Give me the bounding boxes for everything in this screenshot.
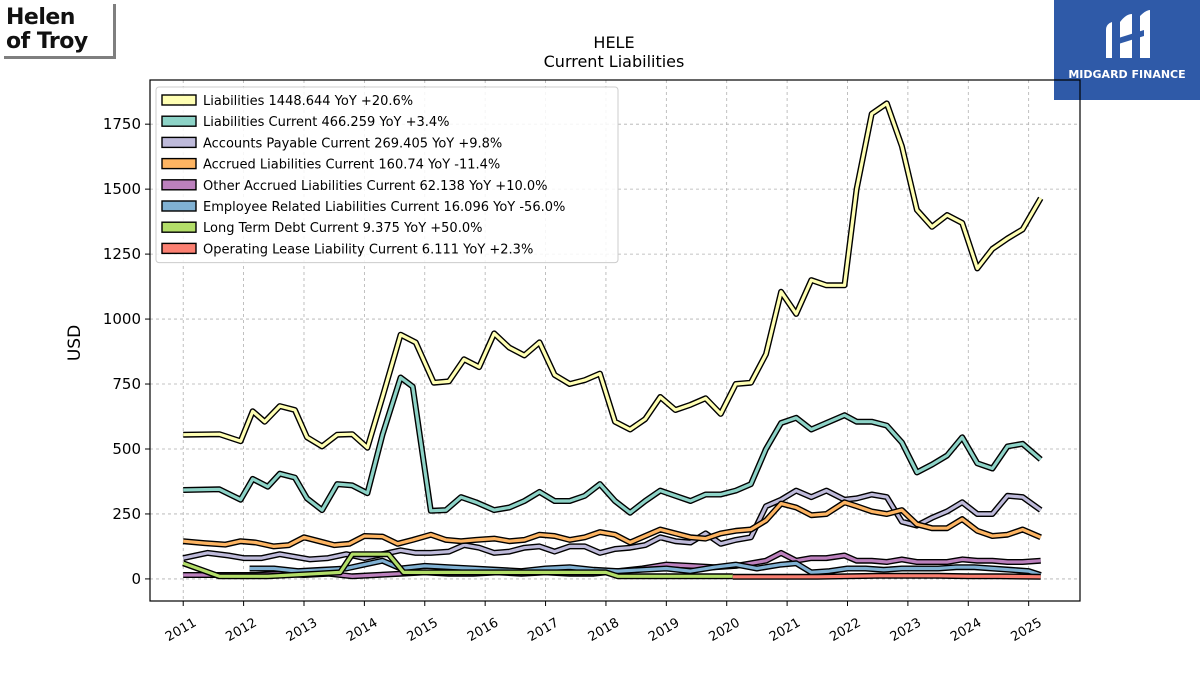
- x-tick-label: 2016: [465, 615, 501, 645]
- y-tick-label: 500: [112, 440, 141, 458]
- plot-frame: [149, 79, 1081, 602]
- legend: Liabilities 1448.644 YoY +20.6% Liabiliti…: [155, 86, 619, 264]
- x-tick-label: 2012: [223, 615, 259, 645]
- legend-swatch: [161, 221, 197, 233]
- x-tick-label: 2015: [405, 615, 441, 645]
- series-line: [183, 375, 1042, 515]
- legend-swatch: [161, 115, 197, 127]
- legend-entry: Employee Related Liabilities Current 16.…: [203, 200, 565, 215]
- legend-entry: Operating Lease Liability Current 6.111 …: [203, 242, 533, 257]
- series-7: [732, 572, 1041, 580]
- legend-swatch: [161, 94, 197, 106]
- legend-swatch: [161, 157, 197, 170]
- series-line: [732, 574, 1041, 579]
- x-tick-label: 2018: [586, 615, 622, 645]
- legend-swatch: [161, 179, 197, 191]
- x-axis: 2011 2012 2013 2014 2015 2016 2017 2018 2019 2020…: [163, 601, 1045, 645]
- y-tick-label: 0: [131, 570, 141, 588]
- x-tick-label: 2022: [827, 615, 863, 645]
- helen-of-troy-logo: Helen of Troy: [4, 4, 116, 59]
- series-1: [183, 374, 1043, 516]
- x-tick-label: 2021: [767, 615, 803, 645]
- series-lines: [182, 100, 1044, 580]
- series-3: [182, 499, 1042, 550]
- series-0: [183, 100, 1044, 451]
- legend-entry: Accounts Payable Current 269.405 YoY +9.…: [203, 136, 502, 151]
- x-tick-label: 2011: [163, 615, 199, 645]
- x-tick-label: 2019: [646, 615, 682, 645]
- midgard-brand-text: MIDGARD FINANCE: [1068, 68, 1186, 81]
- x-tick-label: 2017: [525, 615, 561, 645]
- logo-line-1: Helen: [6, 5, 75, 30]
- y-axis-label: USD: [65, 325, 85, 361]
- x-tick-label: 2025: [1009, 615, 1045, 645]
- y-axis: 0 250 500 750 1000 1250 1500 1750: [103, 115, 150, 588]
- y-tick-label: 1750: [103, 115, 141, 133]
- legend-entry: Accrued Liabilities Current 160.74 YoY -…: [203, 158, 500, 173]
- series-line: [183, 500, 1042, 548]
- legend-box: [155, 86, 619, 264]
- series-6: [182, 551, 733, 580]
- x-tick-label: 2023: [888, 615, 924, 645]
- chart-subtitle: Current Liabilities: [544, 52, 685, 71]
- x-tick-label: 2014: [344, 615, 380, 645]
- legend-entry: Other Accrued Liabilities Current 62.138…: [203, 179, 548, 194]
- legend-swatch: [161, 242, 197, 255]
- x-tick-label: 2024: [948, 615, 984, 645]
- y-tick-label: 250: [112, 505, 141, 523]
- chart-title: HELE: [593, 33, 634, 52]
- series-line: [182, 489, 1042, 561]
- y-tick-label: 1000: [103, 310, 141, 328]
- legend-swatch: [161, 136, 197, 149]
- series-outline: [183, 374, 1043, 516]
- midgard-mark-icon: [1106, 10, 1150, 58]
- series-5: [249, 557, 1042, 578]
- midgard-finance-logo: MIDGARD FINANCE: [1054, 0, 1200, 100]
- x-tick-label: 2020: [707, 615, 743, 645]
- logo-line-2: of Troy: [6, 29, 88, 54]
- series-line: [182, 552, 733, 578]
- series-2: [182, 487, 1043, 563]
- legend-entry: Liabilities Current 466.259 YoY +3.4%: [203, 115, 450, 130]
- legend-entry: Liabilities 1448.644 YoY +20.6%: [203, 94, 413, 109]
- series-line: [249, 559, 1042, 577]
- series-line: [183, 101, 1043, 450]
- legend-swatch: [161, 200, 197, 212]
- y-tick-label: 1250: [103, 245, 141, 263]
- y-tick-label: 1500: [103, 180, 141, 198]
- legend-entry: Long Term Debt Current 9.375 YoY +50.0%: [203, 221, 482, 236]
- x-tick-label: 2013: [284, 615, 320, 645]
- y-tick-label: 750: [112, 375, 141, 393]
